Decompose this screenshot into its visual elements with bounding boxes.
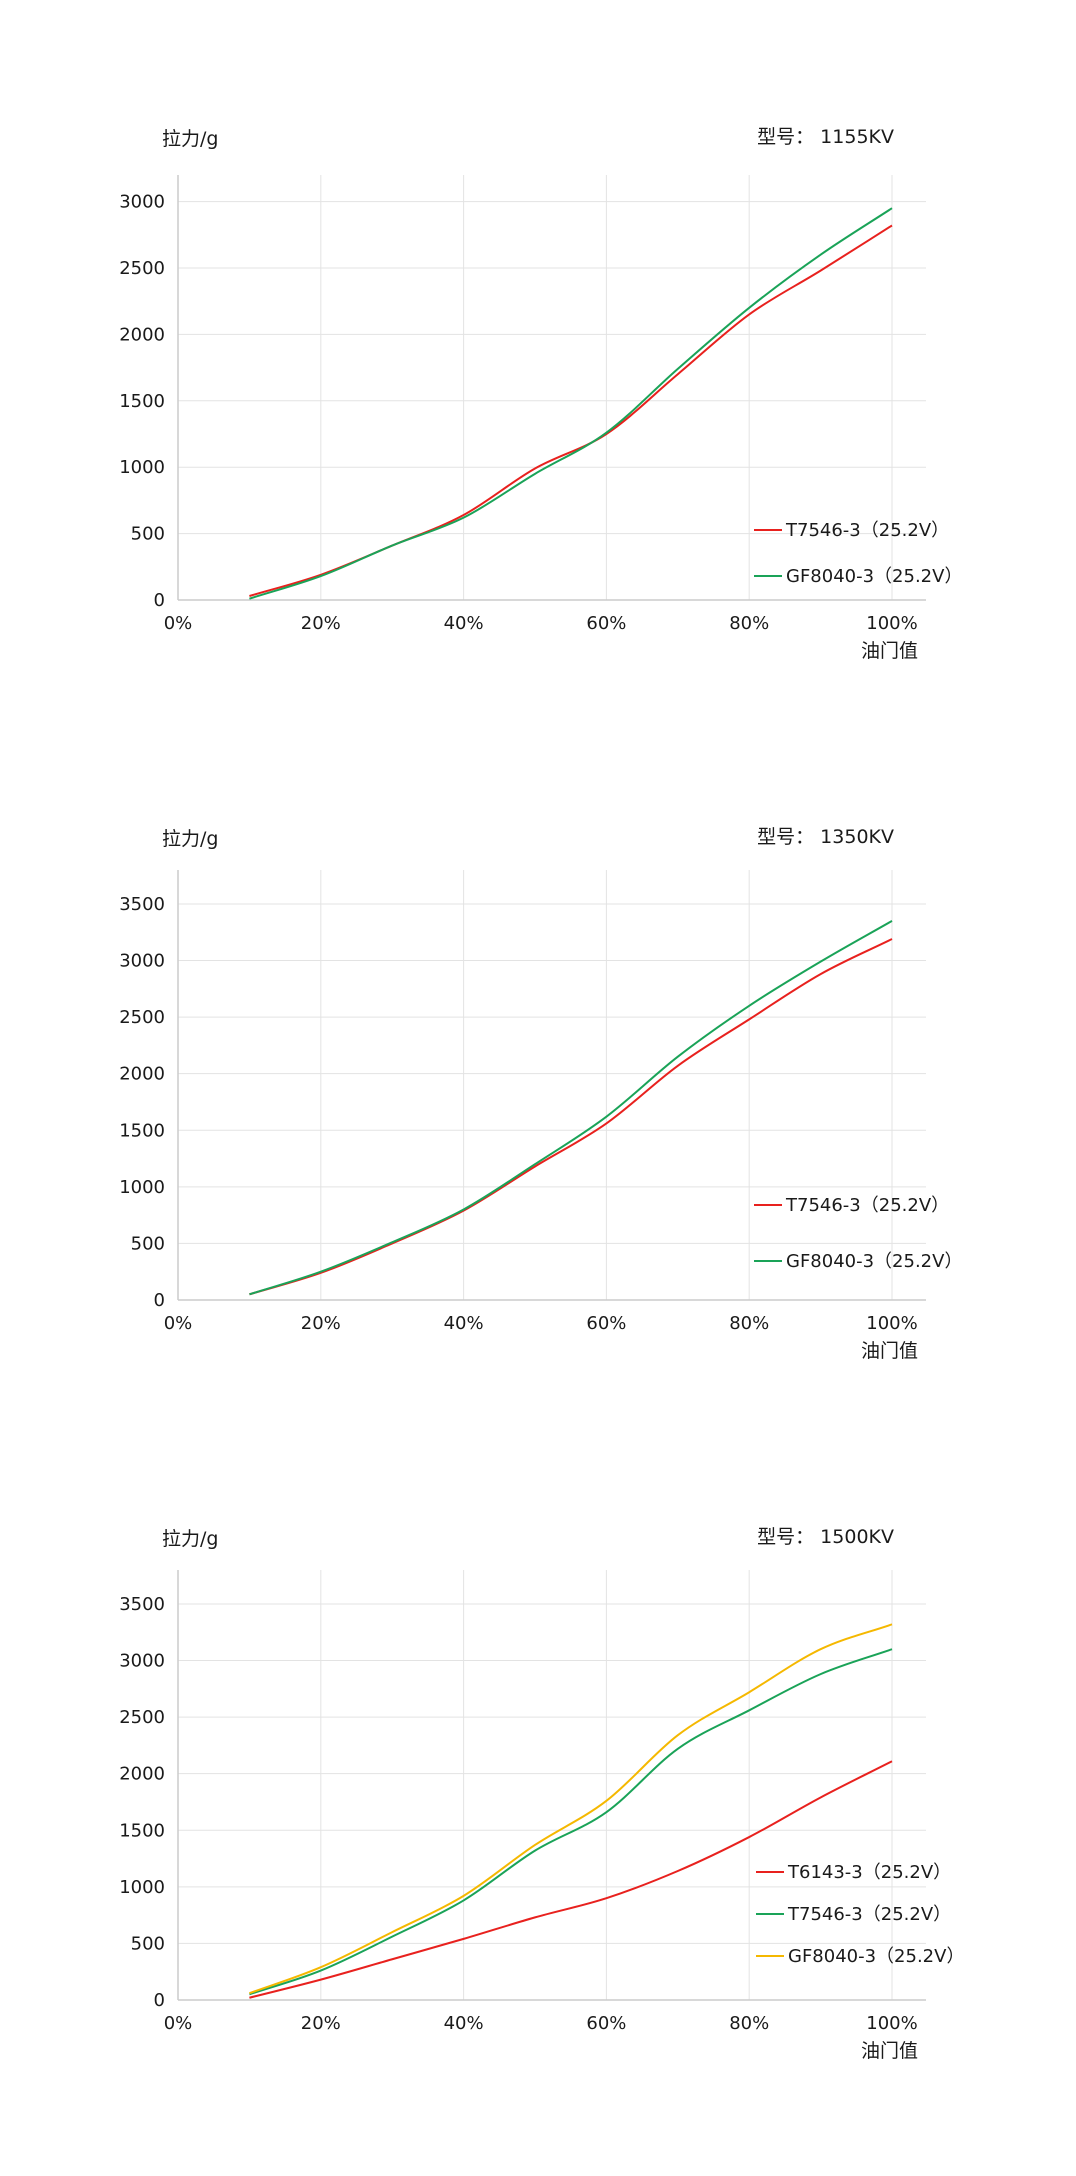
series-line-2	[249, 1648, 893, 1996]
legend-label-3: GF8040-3（25.2V）	[788, 1946, 964, 1967]
y-tick-label: 500	[131, 524, 165, 545]
y-tick-label: 500	[131, 1933, 165, 1954]
x-tick-label: 40%	[444, 1313, 484, 1334]
x-tick-label: 80%	[729, 613, 769, 634]
series-line-1	[249, 1760, 893, 1999]
series-line-3	[249, 1623, 893, 1995]
y-tick-label: 3000	[119, 192, 165, 213]
model-label: 型号： 1155KV	[757, 126, 894, 148]
x-axis-title: 油门值	[861, 1340, 918, 1362]
y-axis-label: 拉力/g	[162, 128, 218, 150]
y-axis-label: 拉力/g	[162, 828, 218, 850]
x-tick-label: 20%	[301, 613, 341, 634]
y-tick-label: 1000	[119, 457, 165, 478]
x-tick-label: 100%	[866, 1313, 917, 1334]
y-tick-label: 2500	[119, 1007, 165, 1028]
x-tick-label: 0%	[164, 1313, 193, 1334]
y-tick-label: 2000	[119, 1064, 165, 1085]
series-line-1	[249, 938, 893, 1296]
y-tick-label: 2000	[119, 324, 165, 345]
y-tick-label: 2000	[119, 1764, 165, 1785]
x-tick-label: 20%	[301, 1313, 341, 1334]
y-axis-label: 拉力/g	[162, 1528, 218, 1550]
chart-svg: 拉力/g 型号： 1500KV 0% 20% 40% 60% 80% 100% 0 500 1000…	[119, 1526, 964, 2062]
chart-1350kv: 拉力/g 型号： 1350KV 0% 20% 40% 60% 80% 100% 0 500 1000…	[0, 700, 1076, 1400]
legend-label-2: GF8040-3（25.2V）	[786, 566, 962, 587]
series-line-2	[249, 207, 893, 600]
x-tick-label: 40%	[444, 2013, 484, 2034]
y-tick-label: 0	[154, 1990, 165, 2011]
series-line-2	[249, 920, 893, 1296]
y-tick-label: 3500	[119, 1594, 165, 1615]
chart-svg: 拉力/g 型号： 1350KV 0% 20% 40% 60% 80% 100% 0 500 1000…	[119, 826, 962, 1362]
x-tick-label: 0%	[164, 613, 193, 634]
x-tick-label: 0%	[164, 2013, 193, 2034]
x-tick-label: 60%	[586, 613, 626, 634]
y-tick-label: 3000	[119, 1651, 165, 1672]
y-tick-label: 3000	[119, 951, 165, 972]
x-tick-label: 100%	[866, 2013, 917, 2034]
legend-label-1: T6143-3（25.2V）	[787, 1862, 951, 1883]
y-tick-label: 1000	[119, 1177, 165, 1198]
y-tick-label: 3500	[119, 894, 165, 915]
chart-1500kv: 拉力/g 型号： 1500KV 0% 20% 40% 60% 80% 100% 0 500 1000…	[0, 1400, 1076, 2160]
x-tick-label: 60%	[586, 1313, 626, 1334]
legend-label-2: GF8040-3（25.2V）	[786, 1251, 962, 1272]
y-tick-label: 1000	[119, 1877, 165, 1898]
model-label: 型号： 1350KV	[757, 826, 894, 848]
y-tick-label: 1500	[119, 391, 165, 412]
x-tick-label: 60%	[586, 2013, 626, 2034]
y-tick-label: 0	[154, 590, 165, 611]
x-tick-label: 100%	[866, 613, 917, 634]
model-label: 型号： 1500KV	[757, 1526, 894, 1548]
y-tick-label: 500	[131, 1233, 165, 1254]
x-tick-label: 80%	[729, 2013, 769, 2034]
legend-label-1: T7546-3（25.2V）	[785, 520, 949, 541]
y-tick-label: 2500	[119, 1707, 165, 1728]
y-tick-label: 2500	[119, 258, 165, 279]
x-tick-label: 80%	[729, 1313, 769, 1334]
y-tick-label: 0	[154, 1290, 165, 1311]
x-axis-title: 油门值	[861, 640, 918, 662]
legend-label-1: T7546-3（25.2V）	[785, 1195, 949, 1216]
x-tick-label: 20%	[301, 2013, 341, 2034]
y-tick-label: 1500	[119, 1820, 165, 1841]
chart-1155kv: 拉力/g 型号： 1155KV 0% 20% 40% 60% 80% 100% 0 500 1000…	[0, 0, 1076, 700]
legend-label-2: T7546-3（25.2V）	[787, 1904, 951, 1925]
x-tick-label: 40%	[444, 613, 484, 634]
x-axis-title: 油门值	[861, 2040, 918, 2062]
chart-svg: 拉力/g 型号： 1155KV 0% 20% 40% 60% 80% 100% 0 500 1000…	[119, 126, 962, 662]
y-tick-label: 1500	[119, 1120, 165, 1141]
